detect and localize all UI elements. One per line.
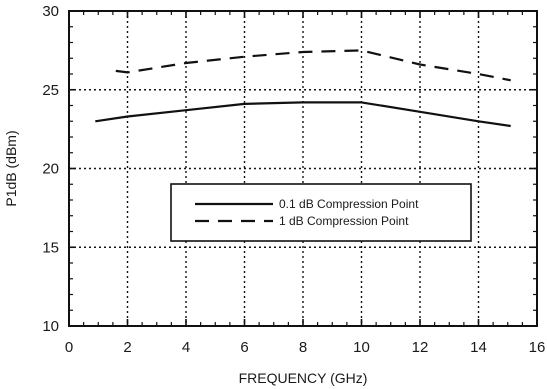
- legend-label: 0.1 dB Compression Point: [279, 197, 419, 211]
- x-tick-label: 12: [412, 339, 429, 356]
- x-tick-label: 14: [470, 339, 487, 356]
- y-tick-label: 20: [42, 161, 59, 178]
- legend-box: [170, 183, 472, 242]
- x-tick-label: 2: [123, 339, 131, 356]
- x-tick-label: 10: [353, 339, 370, 356]
- y-tick-label: 25: [42, 82, 59, 99]
- series-line-1db: [115, 49, 511, 82]
- x-tick-label: 6: [240, 339, 248, 356]
- tick-labels: 0 2 4 6 8 10 12 14 16 10 15 20 25 30: [42, 3, 545, 356]
- legend: 0.1 dB Compression Point 1 dB Compression…: [170, 183, 472, 242]
- series-line-0-1db: [95, 101, 511, 128]
- grid: [69, 11, 537, 326]
- y-tick-label: 10: [42, 318, 59, 335]
- x-tick-label: 4: [182, 339, 190, 356]
- x-tick-label: 8: [299, 339, 307, 356]
- x-axis-title: FREQUENCY (GHz): [239, 370, 368, 386]
- x-tick-label: 16: [529, 339, 546, 356]
- y-tick-label: 15: [42, 239, 59, 256]
- y-tick-label: 30: [42, 3, 59, 20]
- series-lines: [95, 49, 511, 128]
- legend-label: 1 dB Compression Point: [279, 214, 409, 228]
- axis-ticks: [68, 10, 538, 327]
- x-tick-label: 0: [65, 339, 73, 356]
- y-axis-title: P1dB (dBm): [3, 130, 19, 206]
